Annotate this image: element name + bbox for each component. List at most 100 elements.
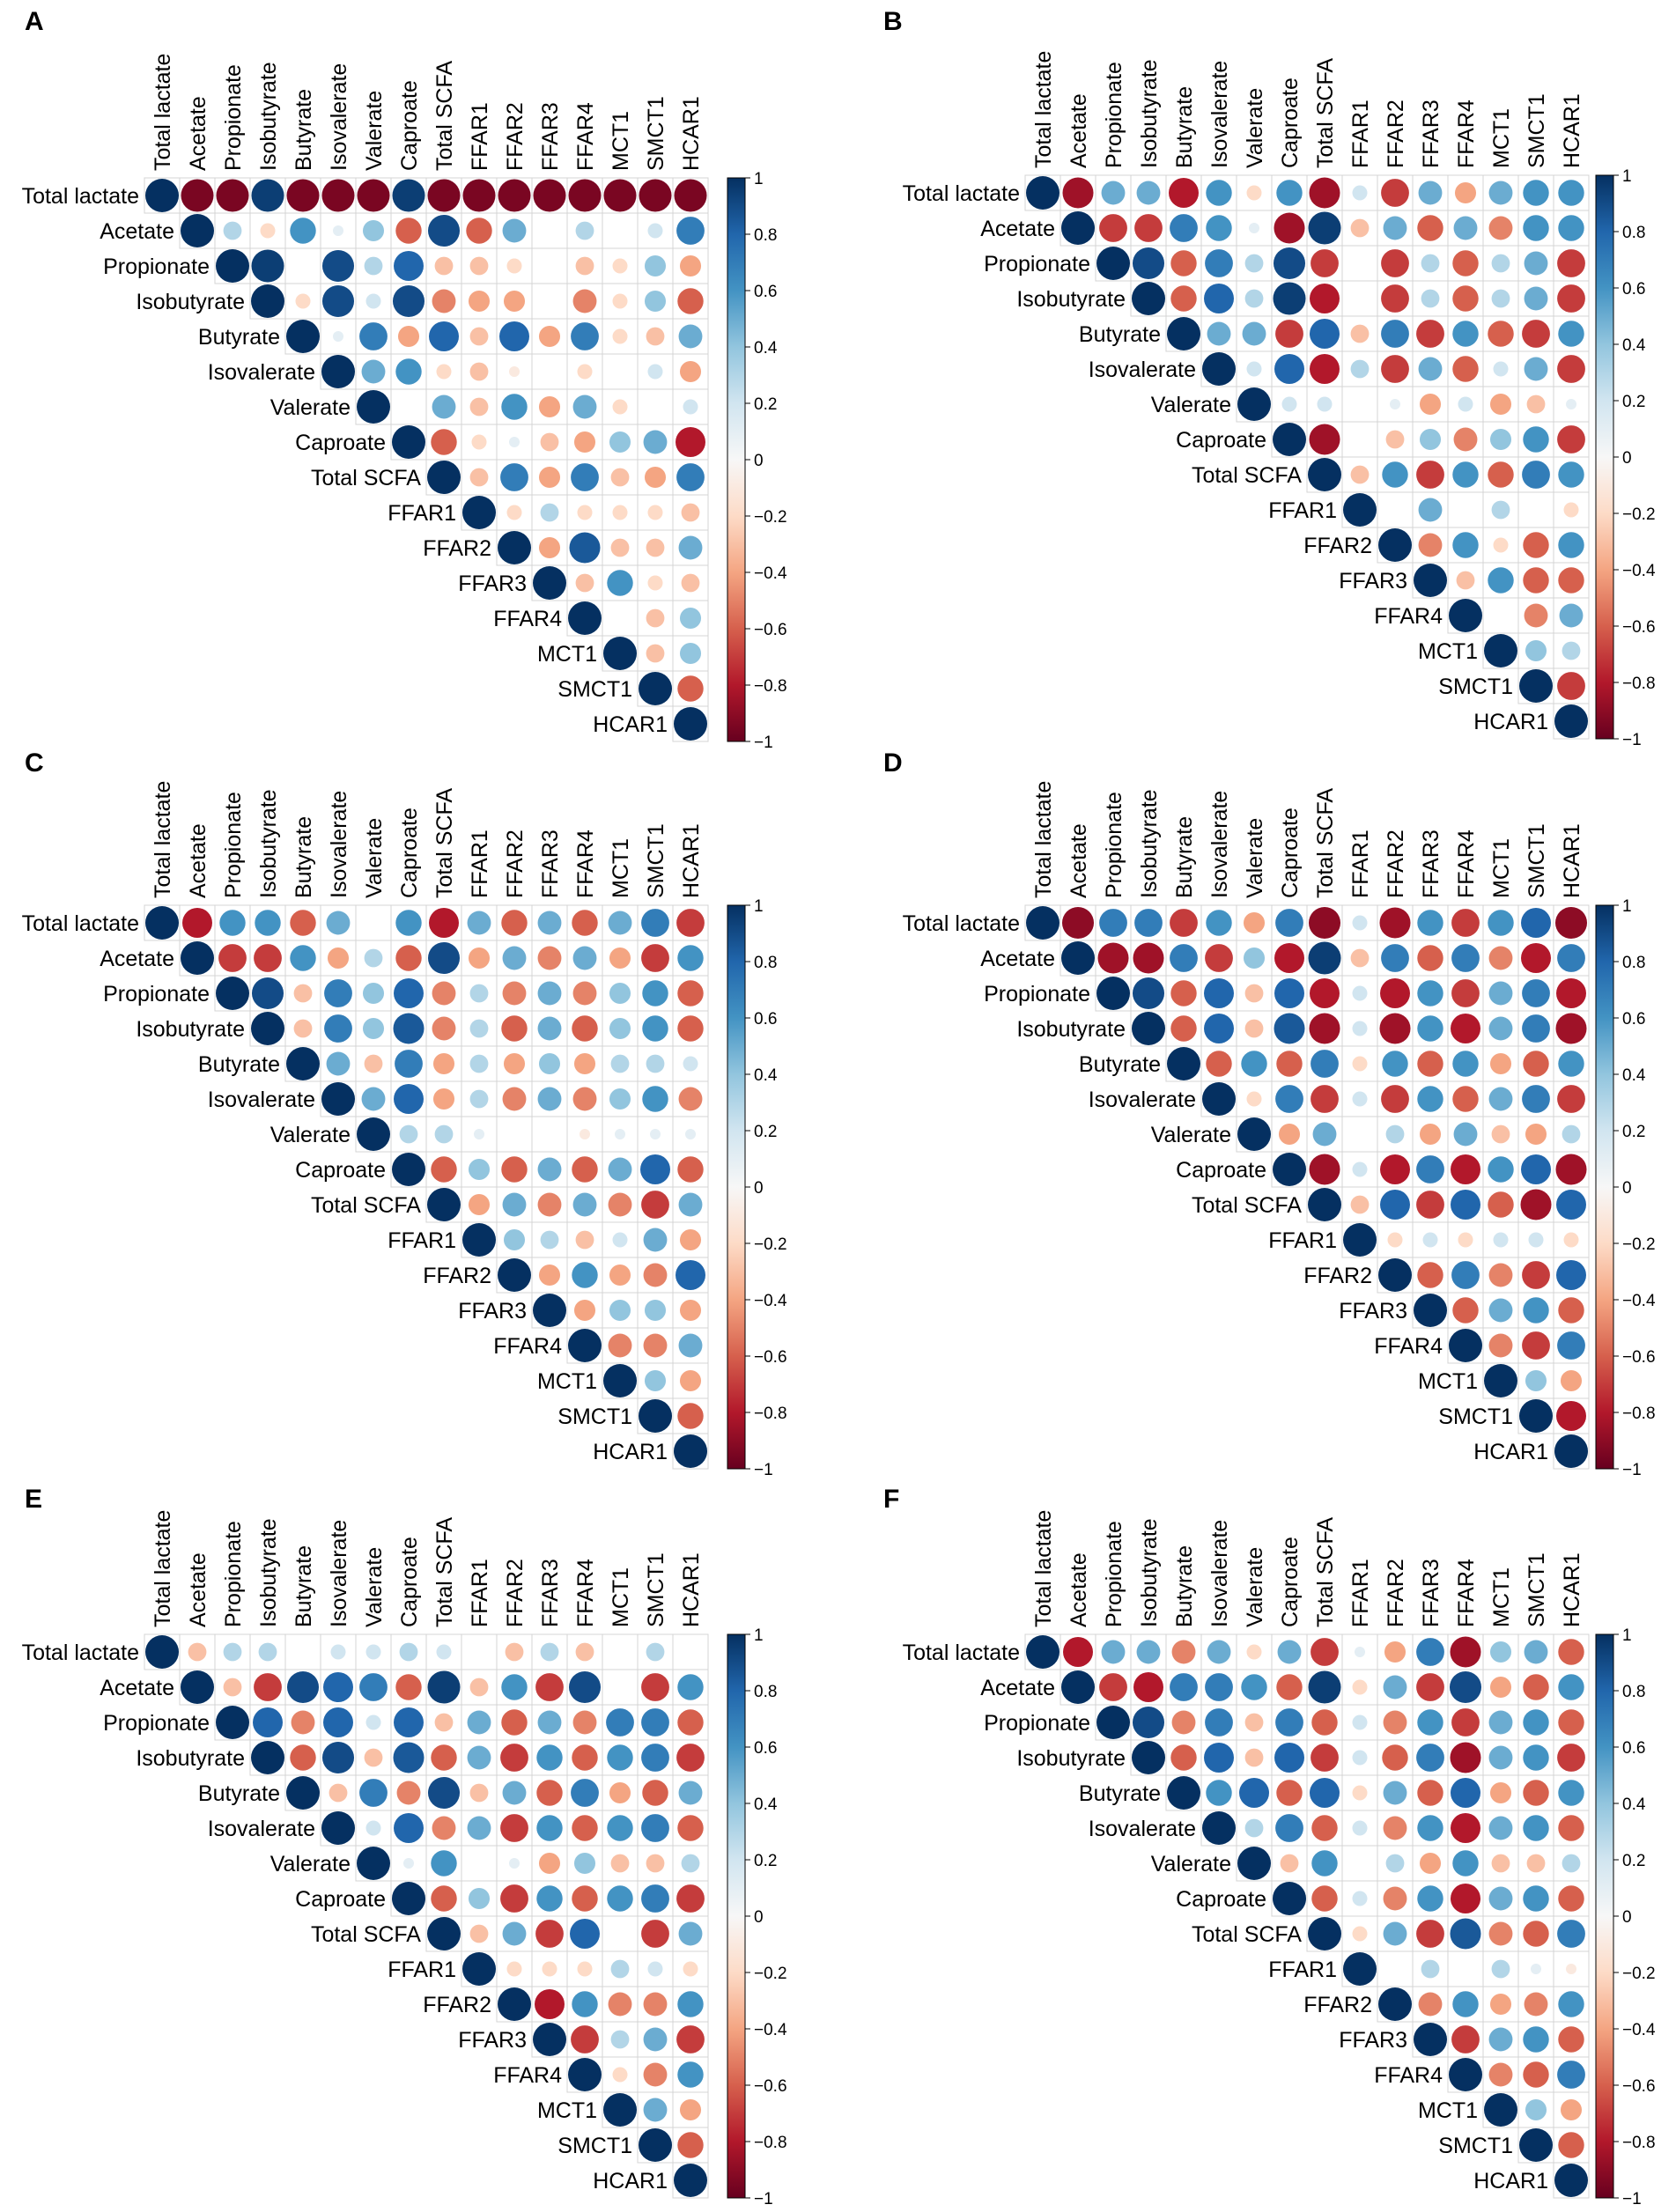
correlation-circle [1273,423,1306,456]
correlation-circle [251,1012,284,1045]
column-label: SMCT1 [644,823,668,898]
correlation-circle [145,179,179,212]
correlation-circle [469,1019,489,1038]
colorbar-tick-label: 0.4 [1622,1066,1646,1085]
correlation-circle [1385,430,1405,449]
correlation-circle [251,284,284,318]
correlation-circle [608,1333,632,1358]
correlation-circle [1308,906,1341,940]
correlation-circle [1416,1920,1444,1948]
column-label: Butyrate [292,1545,316,1627]
correlation-circle [1170,285,1197,312]
correlation-circle [533,179,566,212]
correlation-circle [676,1744,705,1772]
correlation-circle [1557,1744,1585,1772]
grid-cell [284,247,321,284]
correlation-circle [1526,1854,1546,1873]
correlation-circle [462,179,496,212]
correlation-circle [1454,181,1477,204]
correlation-circle [679,360,702,383]
correlation-circle [612,505,628,520]
correlation-circle [393,1742,425,1773]
row-label: FFAR4 [493,2063,562,2088]
row-label: SMCT1 [557,677,632,702]
correlation-circle [1352,1056,1368,1072]
correlation-circle [640,1154,670,1184]
colorbar-tick-label: 0 [754,1179,764,1198]
correlation-circle [1524,357,1548,381]
correlation-circle [1311,1815,1338,1841]
correlation-circle [362,219,385,242]
colorbar-tick-label: −0.6 [1622,2077,1656,2096]
colorbar-tick-label: −0.4 [754,1292,787,1310]
correlation-circle [1524,251,1548,276]
correlation-circle [1558,1639,1584,1665]
correlation-circle [255,910,281,936]
panel-a: A Total lactate Acetate Propionate Isobutyra… [22,7,787,752]
column-label: FFAR3 [1419,830,1443,898]
correlation-circle [1488,1333,1513,1358]
correlation-circle [535,1920,564,1948]
column-label: Total lactate [1031,51,1056,168]
correlation-circle [1523,180,1549,206]
correlation-circle [579,1128,591,1140]
correlation-circle [678,1192,703,1217]
correlation-circle [1207,321,1231,346]
correlation-circle [1449,1670,1482,1704]
correlation-circle [251,1741,284,1774]
correlation-circle [533,2023,566,2056]
row-label: Caproate [295,1887,386,1912]
correlation-circle [1026,906,1059,940]
correlation-circle [1417,1709,1443,1736]
row-label: SMCT1 [557,1405,632,1429]
correlation-circle [181,214,214,247]
correlation-circle [427,461,461,494]
correlation-circle [1557,425,1585,453]
correlation-circle [393,1013,425,1044]
column-label: FFAR1 [1348,830,1373,898]
column-label: Total lactate [151,781,175,898]
colorbar-tick-label: −1 [754,734,773,752]
column-label: FFAR2 [503,830,528,898]
correlation-circle [1310,978,1340,1008]
row-label: FFAR4 [493,607,562,631]
correlation-circle [1170,909,1198,937]
correlation-circle [1418,357,1443,381]
correlation-circle [1096,977,1130,1010]
grid-cell [1341,245,1378,282]
colorbar [1595,904,1614,1470]
correlation-circle [1557,1085,1585,1113]
colorbar-tick-label: 0.4 [754,339,778,358]
column-label: FFAR4 [1454,1559,1479,1627]
row-label: SMCT1 [1438,2134,1513,2158]
column-label: Butyrate [1172,1545,1197,1627]
correlation-circle [1275,1814,1303,1842]
correlation-circle [395,218,422,244]
correlation-circle [639,2128,672,2162]
correlation-circle [646,608,665,628]
column-label: Total lactate [1031,781,1056,898]
correlation-circle [1417,1262,1443,1288]
correlation-circle [1562,641,1581,660]
correlation-circle [506,505,522,520]
column-label: Caproate [1278,1537,1303,1627]
correlation-circle [1280,1854,1299,1873]
correlation-circle [1523,532,1549,558]
correlation-circle [1452,1991,1479,2017]
correlation-circle [216,179,249,212]
grid-cell [1341,1116,1378,1153]
correlation-circle [1273,282,1306,315]
column-label: Acetate [1067,1552,1091,1627]
correlation-circle [1562,1854,1581,1873]
correlation-circle [1452,1051,1479,1077]
panel-d: D Total lactate Acetate Propionate Isobutyra… [883,748,1656,1479]
correlation-circle [1522,1331,1550,1360]
correlation-circle [674,1434,707,1468]
row-label: Acetate [980,1676,1055,1700]
row-label: FFAR3 [458,1299,527,1324]
correlation-circle [1242,321,1266,346]
correlation-circle [1274,354,1304,384]
grid-cell [531,283,568,320]
correlation-circle [1205,1673,1233,1701]
correlation-circle [677,2132,704,2158]
